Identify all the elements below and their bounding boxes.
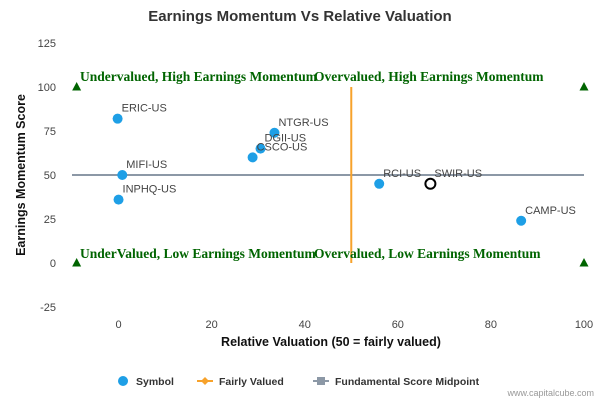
quadrant-label-bottom-right: Overvalued, Low Earnings Momentum	[314, 246, 541, 261]
y-tick-label: 125	[38, 38, 56, 50]
x-axis-label: Relative Valuation (50 = fairly valued)	[221, 335, 441, 349]
data-point[interactable]	[255, 143, 266, 154]
x-tick-label: 80	[485, 319, 497, 331]
data-point-label: NTGR-US	[278, 117, 328, 129]
y-axis-ticks: -25 0 25 50 75 100 125	[38, 38, 56, 314]
data-point[interactable]	[516, 215, 527, 226]
y-tick-label: -25	[40, 302, 56, 314]
corner-markers	[72, 82, 589, 267]
data-point-highlighted[interactable]	[424, 177, 437, 190]
x-axis-ticks: 0 20 40 60 80 100	[115, 319, 593, 331]
legend-item-fairly-valued[interactable]: Fairly Valued	[197, 376, 284, 388]
y-axis-label: Earnings Momentum Score	[14, 94, 28, 256]
chart-title: Earnings Momentum Vs Relative Valuation	[148, 8, 451, 25]
legend-midpoint-square	[317, 377, 325, 385]
legend: Symbol Fairly Valued Fundamental Score M…	[118, 376, 480, 388]
data-point-label: INPHQ-US	[123, 184, 177, 196]
triangle-marker	[72, 258, 82, 267]
legend-item-midpoint[interactable]: Fundamental Score Midpoint	[313, 376, 480, 388]
quadrant-label-top-right: Overvalued, High Earnings Momentum	[314, 69, 544, 84]
y-tick-label: 50	[44, 170, 56, 182]
data-point-label: ERIC-US	[122, 103, 167, 115]
y-tick-label: 0	[50, 258, 56, 270]
legend-symbol-marker	[118, 376, 128, 386]
legend-fairly-valued-diamond	[201, 377, 209, 385]
x-tick-label: 0	[115, 319, 121, 331]
y-tick-label: 75	[44, 126, 56, 138]
data-point-label: SWIR-US	[434, 168, 482, 180]
y-tick-label: 100	[38, 82, 56, 94]
data-point-label: RCI-US	[383, 168, 421, 180]
x-tick-label: 40	[299, 319, 311, 331]
data-point[interactable]	[112, 113, 123, 124]
x-tick-label: 60	[392, 319, 404, 331]
data-point-label: CSCO-US	[257, 141, 308, 153]
data-point[interactable]	[113, 194, 124, 205]
legend-item-symbol[interactable]: Symbol	[118, 376, 174, 388]
data-point-label: CAMP-US	[525, 205, 576, 217]
data-point[interactable]	[247, 152, 258, 163]
triangle-marker	[579, 82, 589, 91]
reference-lines	[72, 87, 584, 263]
triangle-marker	[579, 258, 589, 267]
quadrant-label-top-left: Undervalued, High Earnings Momentum	[80, 69, 318, 84]
data-point-label: DGII-US	[265, 133, 307, 145]
legend-midpoint-label: Fundamental Score Midpoint	[335, 376, 480, 388]
y-tick-label: 25	[44, 214, 56, 226]
x-tick-label: 20	[206, 319, 218, 331]
legend-fairly-valued-label: Fairly Valued	[219, 376, 284, 388]
quadrant-label-bottom-left: UnderValued, Low Earnings Momentum	[80, 246, 317, 261]
data-point[interactable]	[269, 127, 280, 138]
quadrant-labels: Undervalued, High Earnings Momentum Over…	[80, 69, 544, 261]
triangle-marker	[72, 82, 82, 91]
x-tick-label: 100	[575, 319, 593, 331]
legend-symbol-label: Symbol	[136, 376, 174, 388]
data-point-label: MIFI-US	[126, 159, 167, 171]
data-point[interactable]	[374, 178, 385, 189]
data-point[interactable]	[117, 170, 128, 180]
credit-text: www.capitalcube.com	[506, 388, 594, 398]
